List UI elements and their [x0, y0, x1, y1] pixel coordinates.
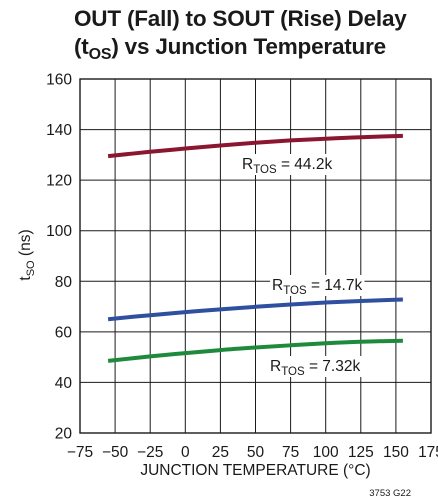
series-label-value: = 14.7k [307, 277, 363, 294]
series-label-main: R [272, 277, 283, 294]
x-tick-label: 125 [348, 444, 374, 461]
x-axis-label: JUNCTION TEMPERATURE (°C) [140, 462, 370, 479]
x-tick-label: 0 [181, 444, 190, 461]
title-rest: ) vs Junction Temperature [111, 34, 386, 59]
y-tick-label: 80 [55, 274, 73, 291]
figure-number: 3753 G22 [369, 488, 411, 499]
series-label-bg-2 [268, 356, 363, 377]
x-tick-label: 50 [247, 444, 265, 461]
series-line-0 [107, 133, 403, 159]
y-axis-label-main: t [17, 276, 34, 281]
y-axis-label-sub: SO [25, 260, 37, 276]
series-label-2: RTOS = 7.32k [270, 358, 360, 378]
x-tick-label: −25 [137, 444, 163, 461]
series-label-bg-0 [240, 154, 335, 175]
y-tick-label: 140 [46, 122, 72, 139]
chart-title-line2: (tOS) vs Junction Temperature [74, 34, 386, 63]
x-tick-label: −75 [67, 444, 93, 461]
title-subscript: OS [88, 46, 112, 63]
title-paren-open: (t [74, 34, 89, 59]
x-tick-label: 150 [383, 444, 409, 461]
y-axis-label: tSO (ns) [17, 229, 37, 280]
x-tick-label: 175 [418, 444, 438, 461]
series-label-value: = 44.2k [277, 156, 333, 173]
plot-frame [79, 78, 432, 434]
y-tick-label: 160 [46, 72, 72, 89]
x-tick-label: 75 [282, 444, 299, 461]
y-tick-label: 40 [55, 375, 73, 392]
series-label-sub: TOS [281, 366, 305, 378]
series-line-1 [107, 297, 403, 322]
series-group [107, 133, 403, 363]
series-label-bg-1 [270, 275, 365, 296]
chart-title-line1: OUT (Fall) to SOUT (Rise) Delay [74, 6, 407, 31]
series-line-2 [107, 338, 403, 363]
x-tick-label: 25 [212, 444, 229, 461]
y-axis-label-rest: (ns) [17, 229, 34, 260]
series-label-sub: TOS [283, 285, 307, 297]
y-tick-label: 100 [46, 223, 72, 240]
series-label-1: RTOS = 14.7k [272, 277, 362, 297]
y-tick-label: 20 [55, 426, 73, 443]
y-tick-label: 60 [55, 324, 73, 341]
series-label-0: RTOS = 44.2k [242, 156, 332, 176]
y-tick-label: 120 [46, 173, 72, 190]
series-label-main: R [270, 358, 281, 375]
grid-lines [79, 78, 432, 434]
x-tick-label: −50 [102, 444, 129, 461]
x-tick-label: 100 [313, 444, 339, 461]
series-label-main: R [242, 156, 253, 173]
series-label-sub: TOS [253, 164, 277, 176]
series-label-value: = 7.32k [305, 358, 361, 375]
tick-labels: −75 −50 −25 0 25 50 75 100 125 150 175 20 40 60 80 100 1… [46, 72, 438, 462]
plot-border [79, 78, 432, 434]
